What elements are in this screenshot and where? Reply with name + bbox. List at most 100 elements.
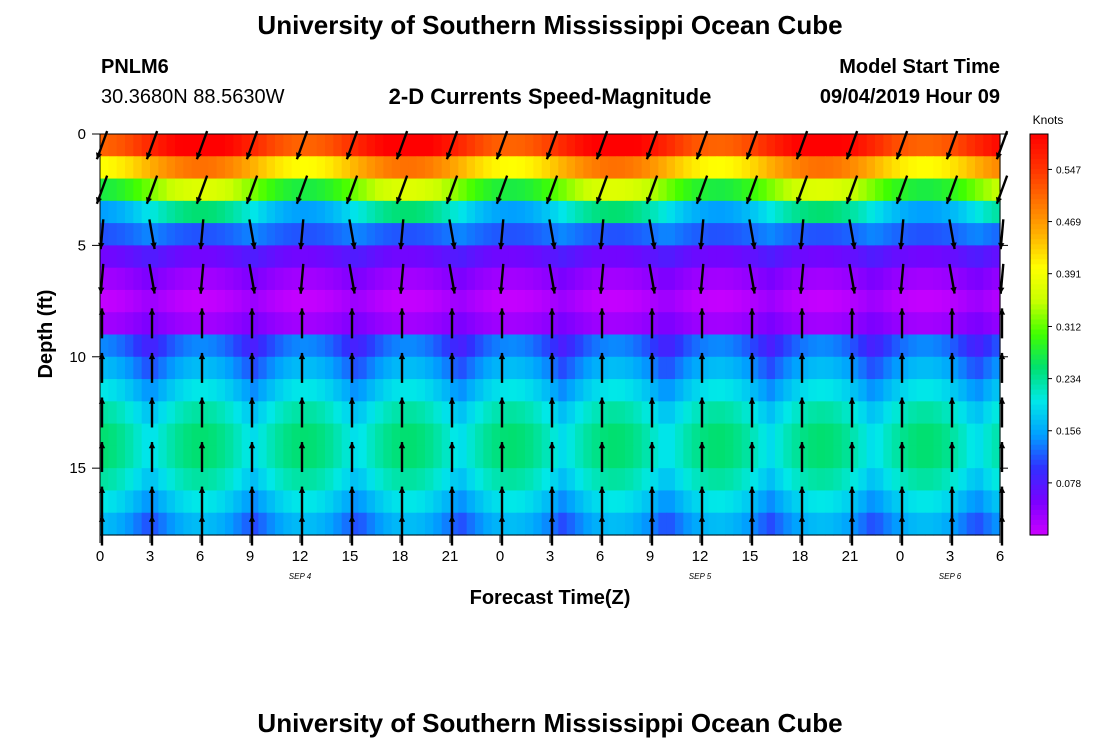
heatmap-cell	[683, 245, 693, 269]
heatmap-cell	[791, 401, 801, 425]
y-tick-label: 15	[69, 460, 86, 477]
heatmap-cell	[358, 468, 368, 492]
heatmap-cell	[741, 512, 751, 536]
heatmap-cell	[550, 401, 559, 425]
heatmap-cell	[300, 512, 309, 536]
heatmap-cell	[558, 312, 568, 336]
heatmap-cell	[500, 401, 509, 425]
heatmap-cell	[983, 223, 993, 246]
heatmap-cell	[250, 267, 259, 291]
heatmap-cell	[616, 401, 626, 425]
heatmap-cell	[800, 245, 809, 269]
heatmap-cell	[766, 401, 776, 425]
heatmap-cell	[508, 134, 518, 157]
heatmap-cell	[741, 468, 751, 492]
heatmap-cell	[400, 423, 409, 447]
heatmap-cell	[758, 245, 768, 269]
heatmap-cell	[483, 468, 493, 492]
heatmap-cell	[975, 445, 984, 469]
heatmap-cell	[675, 468, 684, 492]
current-vector-head	[696, 152, 702, 160]
heatmap-cell	[316, 445, 326, 469]
heatmap-cell	[616, 156, 626, 180]
current-vector-head	[748, 486, 756, 493]
heatmap-cell	[500, 356, 509, 380]
heatmap-cell	[433, 379, 443, 402]
heatmap-cell	[150, 356, 159, 380]
heatmap-cell	[316, 468, 326, 492]
heatmap-cell	[616, 445, 626, 469]
heatmap-cell	[858, 423, 868, 447]
current-vector-head	[398, 287, 405, 294]
heatmap-cell	[866, 468, 876, 492]
heatmap-cell	[925, 312, 934, 336]
heatmap-cell	[383, 334, 393, 358]
heatmap-cell	[675, 267, 684, 291]
heatmap-cell	[408, 423, 418, 447]
heatmap-cell	[550, 156, 559, 180]
heatmap-cell	[241, 423, 251, 447]
heatmap-cell	[275, 223, 284, 246]
heatmap-cell	[175, 512, 184, 536]
heatmap-cell	[591, 445, 601, 469]
heatmap-cell	[316, 490, 326, 514]
heatmap-cell	[266, 490, 276, 514]
heatmap-cell	[850, 379, 859, 402]
heatmap-cell	[775, 156, 784, 180]
heatmap-cell	[858, 401, 868, 425]
heatmap-cell	[258, 445, 268, 469]
heatmap-cell	[441, 134, 451, 157]
heatmap-cell	[550, 245, 559, 269]
heatmap-cell	[408, 223, 418, 246]
heatmap-cell	[375, 289, 384, 313]
heatmap-cell	[275, 245, 284, 269]
heatmap-cell	[166, 312, 176, 336]
heatmap-cell	[225, 134, 234, 157]
heatmap-cell	[458, 490, 468, 514]
heatmap-cell	[383, 356, 393, 380]
heatmap-cell	[816, 289, 826, 313]
current-vector-head	[298, 442, 306, 449]
heatmap-cell	[366, 379, 376, 402]
heatmap-cell	[258, 156, 268, 180]
heatmap-cell	[791, 468, 801, 492]
heatmap-cell	[916, 245, 926, 269]
heatmap-cell	[383, 178, 393, 202]
heatmap-cell	[325, 245, 334, 269]
current-vector-head	[398, 486, 406, 493]
heatmap-cell	[583, 445, 593, 469]
heatmap-cell	[100, 245, 109, 269]
heatmap-cell	[675, 356, 684, 380]
heatmap-cell	[850, 312, 859, 336]
heatmap-cell	[475, 156, 484, 180]
colorbar-segment	[1030, 424, 1048, 431]
colorbar-segment	[1030, 334, 1048, 341]
heatmap-cell	[983, 245, 993, 269]
heatmap-cell	[991, 379, 1001, 402]
heatmap-cell	[433, 468, 443, 492]
heatmap-cell	[891, 267, 901, 291]
heatmap-cell	[725, 423, 734, 447]
heatmap-cell	[950, 156, 959, 180]
heatmap-cell	[716, 200, 726, 224]
current-vector-head	[750, 242, 757, 250]
heatmap-cell	[466, 289, 476, 313]
heatmap-cell	[658, 245, 668, 269]
heatmap-cell	[625, 312, 634, 336]
heatmap-cell	[216, 134, 226, 157]
heatmap-cell	[991, 445, 1001, 469]
heatmap-cell	[241, 267, 251, 291]
heatmap-cell	[416, 289, 426, 313]
current-vector-head	[150, 242, 157, 250]
heatmap-cell	[991, 156, 1001, 180]
heatmap-cell	[675, 379, 684, 402]
heatmap-cell	[516, 445, 526, 469]
heatmap-cell	[250, 334, 259, 358]
heatmap-cell	[358, 156, 368, 180]
heatmap-cell	[366, 156, 376, 180]
heatmap-cell	[808, 156, 818, 180]
x-tick-label: 12	[692, 548, 709, 565]
heatmap-cell	[583, 379, 593, 402]
heatmap-cell	[891, 356, 901, 380]
